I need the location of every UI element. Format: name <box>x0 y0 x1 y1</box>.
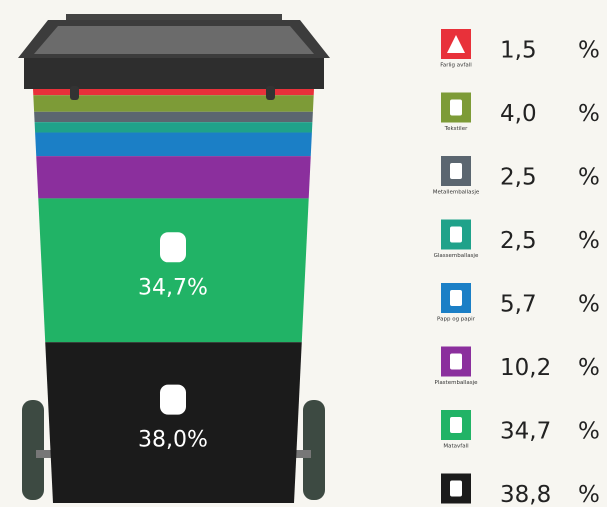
lid-inner <box>34 26 314 54</box>
legend-unit: % <box>578 165 600 191</box>
icon-glyph <box>450 100 462 116</box>
hinge <box>266 86 275 100</box>
legend: Farlig avfall 1,5% Tekstiler 4,0% Metallemba… <box>433 29 600 507</box>
bin-icon <box>160 385 186 415</box>
icon-glyph <box>450 227 462 243</box>
legend-unit: % <box>578 482 600 507</box>
hinge <box>70 86 79 100</box>
bin-layer <box>20 133 330 157</box>
icon-glyph <box>450 417 462 433</box>
legend-value: 38,8 <box>500 482 551 507</box>
icon-glyph <box>450 481 462 497</box>
legend-caption: Plastemballasje <box>434 380 478 386</box>
legend-value: 1,5 <box>500 38 537 64</box>
icon-glyph <box>450 163 462 179</box>
legend-unit: % <box>578 292 600 318</box>
bin-icon <box>160 232 186 262</box>
legend-unit: % <box>578 101 600 127</box>
bin-layer <box>20 95 330 112</box>
legend-value: 10,2 <box>500 355 551 381</box>
bin-layer <box>20 89 330 95</box>
legend-unit: % <box>578 419 600 445</box>
icon-glyph <box>450 290 462 306</box>
legend-unit: % <box>578 38 600 64</box>
legend-value: 4,0 <box>500 101 537 127</box>
bin-layer <box>20 156 330 198</box>
legend-unit: % <box>578 228 600 254</box>
legend-value: 2,5 <box>500 165 537 191</box>
bin-layer <box>20 122 330 132</box>
legend-caption: Papp og papir <box>437 317 476 323</box>
legend-caption: Farlig avfall <box>440 63 472 69</box>
legend-value: 34,7 <box>500 419 551 445</box>
lid-handle <box>66 14 282 20</box>
bin-layer <box>20 198 330 342</box>
bin-label: 34,7% <box>138 275 208 300</box>
icon-glyph <box>450 354 462 370</box>
rim <box>24 58 324 89</box>
bin-label: 38,0% <box>138 428 208 453</box>
infographic: Farlig avfall 1,5% Tekstiler 4,0% Metallemba… <box>0 0 607 507</box>
legend-value: 2,5 <box>500 228 537 254</box>
bin-layer <box>20 342 330 503</box>
legend-caption: Tekstiler <box>444 126 468 132</box>
legend-caption: Metallemballasje <box>433 190 480 196</box>
bin-layer <box>20 112 330 122</box>
legend-unit: % <box>578 355 600 381</box>
legend-caption: Glassemballasje <box>434 253 479 259</box>
legend-caption: Matavfall <box>443 444 469 450</box>
legend-value: 5,7 <box>500 292 537 318</box>
